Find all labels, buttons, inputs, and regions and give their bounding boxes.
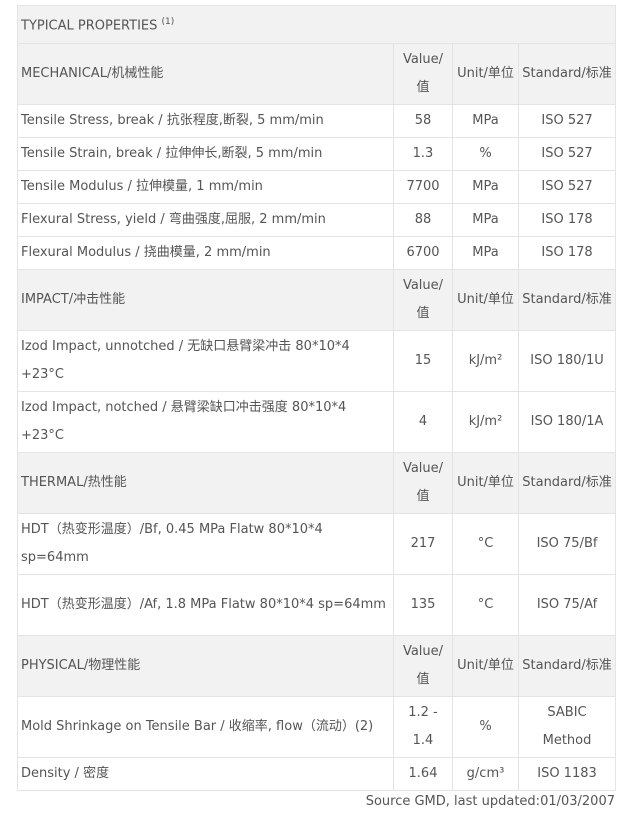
- standard-cell: ISO 75/Bf: [517, 513, 617, 575]
- standard-cell: ISO 527: [517, 170, 617, 204]
- table-row: Izod Impact, unnotched / 无缺口悬臂梁冲击 80*10*…: [17, 330, 617, 392]
- value-cell: 217: [393, 513, 453, 575]
- table-row: Mold Shrinkage on Tensile Bar / 收缩率, flo…: [17, 696, 617, 758]
- property-cell: Flexural Modulus / 挠曲模量, 2 mm/min: [17, 236, 394, 270]
- property-cell: Tensile Modulus / 拉伸模量, 1 mm/min: [17, 170, 394, 204]
- section-name: IMPACT/冲击性能: [17, 269, 394, 331]
- standard-cell: ISO 527: [517, 104, 617, 138]
- standard-cell: SABIC Method: [517, 696, 617, 758]
- standard-header: Standard/标准: [517, 43, 617, 105]
- unit-cell: MPa: [452, 203, 519, 237]
- unit-cell: kJ/m²: [452, 391, 519, 453]
- source-note: Source GMD, last updated:01/03/2007: [365, 794, 615, 809]
- unit-cell: g/cm³: [452, 757, 519, 791]
- properties-table: TYPICAL PROPERTIES (1) MECHANICAL/机械性能 V…: [16, 5, 617, 791]
- standard-header: Standard/标准: [517, 635, 617, 697]
- value-cell: 4: [393, 391, 453, 453]
- table-row: Tensile Stress, break / 抗张程度,断裂, 5 mm/mi…: [17, 104, 617, 138]
- unit-cell: MPa: [452, 104, 519, 138]
- standard-cell: ISO 1183: [517, 757, 617, 791]
- section-header-row: PHYSICAL/物理性能 Value/值 Unit/单位 Standard/标…: [17, 635, 617, 697]
- value-cell: 6700: [393, 236, 453, 270]
- property-cell: Izod Impact, notched / 悬臂梁缺口冲击强度 80*10*4…: [17, 391, 394, 453]
- value-header: Value/值: [393, 635, 453, 697]
- title-footnote: (1): [161, 17, 175, 28]
- table-row: Tensile Modulus / 拉伸模量, 1 mm/min 7700 MP…: [17, 170, 617, 204]
- table-title: TYPICAL PROPERTIES (1): [16, 5, 617, 44]
- table-row: Tensile Strain, break / 拉伸伸长,断裂, 5 mm/mi…: [17, 137, 617, 171]
- unit-header: Unit/单位: [452, 635, 519, 697]
- property-cell: Mold Shrinkage on Tensile Bar / 收缩率, flo…: [17, 696, 394, 758]
- standard-header: Standard/标准: [517, 269, 617, 331]
- table-row: Density / 密度 1.64 g/cm³ ISO 1183: [17, 757, 617, 791]
- standard-cell: ISO 178: [517, 236, 617, 270]
- value-cell: 15: [393, 330, 453, 392]
- unit-cell: kJ/m²: [452, 330, 519, 392]
- unit-cell: %: [452, 137, 519, 171]
- unit-cell: °C: [452, 574, 519, 636]
- value-cell: 1.2 - 1.4: [393, 696, 453, 758]
- unit-cell: %: [452, 696, 519, 758]
- property-cell: Tensile Strain, break / 拉伸伸长,断裂, 5 mm/mi…: [17, 137, 394, 171]
- value-cell: 1.3: [393, 137, 453, 171]
- standard-cell: ISO 75/Af: [517, 574, 617, 636]
- property-cell: HDT（热变形温度）/Af, 1.8 MPa Flatw 80*10*4 sp=…: [17, 574, 394, 636]
- table-row: Flexural Modulus / 挠曲模量, 2 mm/min 6700 M…: [17, 236, 617, 270]
- table-row: HDT（热变形温度）/Af, 1.8 MPa Flatw 80*10*4 sp=…: [17, 574, 617, 636]
- section-header-row: IMPACT/冲击性能 Value/值 Unit/单位 Standard/标准: [17, 269, 617, 331]
- unit-cell: MPa: [452, 236, 519, 270]
- table-title-row: TYPICAL PROPERTIES (1): [16, 5, 617, 44]
- standard-cell: ISO 180/1U: [517, 330, 617, 392]
- property-cell: Density / 密度: [17, 757, 394, 791]
- unit-cell: MPa: [452, 170, 519, 204]
- standard-cell: ISO 178: [517, 203, 617, 237]
- section-name: THERMAL/热性能: [17, 452, 394, 514]
- table-row: HDT（热变形温度）/Bf, 0.45 MPa Flatw 80*10*4 sp…: [17, 513, 617, 575]
- value-header: Value/值: [393, 269, 453, 331]
- standard-cell: ISO 527: [517, 137, 617, 171]
- section-name: PHYSICAL/物理性能: [17, 635, 394, 697]
- table-row: Flexural Stress, yield / 弯曲强度,屈服, 2 mm/m…: [17, 203, 617, 237]
- property-cell: HDT（热变形温度）/Bf, 0.45 MPa Flatw 80*10*4 sp…: [17, 513, 394, 575]
- section-name: MECHANICAL/机械性能: [17, 43, 394, 105]
- value-cell: 88: [393, 203, 453, 237]
- section-header-row: MECHANICAL/机械性能 Value/值 Unit/单位 Standard…: [17, 43, 617, 105]
- unit-header: Unit/单位: [452, 452, 519, 514]
- property-cell: Flexural Stress, yield / 弯曲强度,屈服, 2 mm/m…: [17, 203, 394, 237]
- title-text: TYPICAL PROPERTIES: [21, 18, 158, 34]
- section-header-row: THERMAL/热性能 Value/值 Unit/单位 Standard/标准: [17, 452, 617, 514]
- value-header: Value/值: [393, 43, 453, 105]
- unit-header: Unit/单位: [452, 269, 519, 331]
- value-cell: 58: [393, 104, 453, 138]
- value-cell: 1.64: [393, 757, 453, 791]
- property-cell: Tensile Stress, break / 抗张程度,断裂, 5 mm/mi…: [17, 104, 394, 138]
- table-row: Izod Impact, notched / 悬臂梁缺口冲击强度 80*10*4…: [17, 391, 617, 453]
- unit-cell: °C: [452, 513, 519, 575]
- value-cell: 7700: [393, 170, 453, 204]
- standard-header: Standard/标准: [517, 452, 617, 514]
- value-cell: 135: [393, 574, 453, 636]
- value-header: Value/值: [393, 452, 453, 514]
- unit-header: Unit/单位: [452, 43, 519, 105]
- standard-cell: ISO 180/1A: [517, 391, 617, 453]
- property-cell: Izod Impact, unnotched / 无缺口悬臂梁冲击 80*10*…: [17, 330, 394, 392]
